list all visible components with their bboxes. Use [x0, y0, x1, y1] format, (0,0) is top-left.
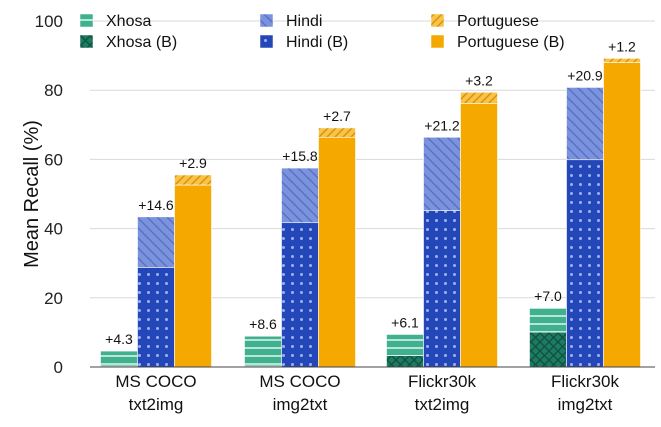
legend-label-hindi: Hindi — [286, 13, 322, 30]
legend-item-hindi-b: Hindi (B) — [259, 34, 348, 51]
bar-portuguese-base-flickr30k-txt2img — [460, 103, 498, 368]
bar-hindi-base-flickr30k-img2txt — [566, 159, 604, 368]
bar-xhosa-boost-ms-coco-img2txt — [244, 335, 282, 367]
bar-portuguese-boost-ms-coco-img2txt — [318, 127, 356, 138]
y-axis-title: Mean Recall (%) — [21, 120, 43, 268]
delta-label-xhosa-ms-coco-img2txt: +8.6 — [249, 316, 277, 332]
delta-label-hindi-flickr30k-txt2img: +21.2 — [424, 117, 460, 133]
legend-label-portuguese-b: Portuguese (B) — [457, 34, 565, 51]
bar-hindi-base-flickr30k-txt2img — [423, 210, 461, 368]
legend-swatch-portuguese — [430, 13, 445, 28]
legend-swatch-hindi — [259, 13, 274, 28]
bar-hindi-boost-ms-coco-img2txt — [281, 167, 319, 224]
delta-label-portuguese-ms-coco-img2txt: +2.7 — [323, 108, 351, 124]
bar-hindi-boost-ms-coco-txt2img — [137, 216, 175, 268]
y-tick-label-80: 80 — [44, 81, 63, 100]
delta-label-xhosa-ms-coco-txt2img: +4.3 — [105, 331, 133, 347]
y-tick-label-0: 0 — [54, 358, 63, 377]
x-tick-label-flickr30k-txt2img: Flickr30k txt2img — [408, 372, 477, 414]
bar-portuguese-base-ms-coco-img2txt — [318, 136, 356, 368]
legend-swatch-xhosa — [79, 13, 94, 28]
bar-xhosa-boost-ms-coco-txt2img — [100, 350, 138, 367]
y-tick-label-20: 20 — [44, 289, 63, 308]
delta-label-portuguese-ms-coco-txt2img: +2.9 — [179, 155, 207, 171]
legend-item-xhosa: Xhosa — [79, 13, 151, 30]
bar-xhosa-boost-flickr30k-txt2img — [386, 334, 424, 356]
x-tick-label-ms-coco-img2txt: MS COCO img2txt — [259, 372, 340, 414]
delta-label-xhosa-flickr30k-txt2img: +6.1 — [391, 314, 419, 330]
bar-hindi-boost-flickr30k-img2txt — [566, 87, 604, 161]
bar-portuguese-base-flickr30k-img2txt — [603, 62, 641, 368]
bar-portuguese-boost-ms-coco-txt2img — [174, 174, 212, 186]
bar-hindi-base-ms-coco-txt2img — [137, 267, 175, 368]
bar-hindi-base-ms-coco-img2txt — [281, 222, 319, 368]
delta-label-hindi-flickr30k-img2txt: +20.9 — [567, 67, 603, 83]
delta-label-hindi-ms-coco-img2txt: +15.8 — [282, 148, 318, 164]
legend-item-hindi: Hindi — [259, 13, 322, 30]
legend-label-xhosa-b: Xhosa (B) — [106, 34, 177, 51]
bar-xhosa-boost-flickr30k-img2txt — [529, 307, 567, 333]
delta-label-portuguese-flickr30k-img2txt: +1.2 — [608, 38, 636, 54]
bar-xhosa-base-flickr30k-img2txt — [529, 331, 567, 368]
bar-hindi-boost-flickr30k-txt2img — [423, 136, 461, 211]
x-tick-label-ms-coco-txt2img: MS COCO txt2img — [115, 372, 196, 414]
delta-label-portuguese-flickr30k-txt2img: +3.2 — [465, 72, 493, 88]
legend-label-portuguese: Portuguese — [457, 13, 539, 30]
delta-label-xhosa-flickr30k-img2txt: +7.0 — [534, 288, 562, 304]
y-tick-label-100: 100 — [35, 12, 63, 31]
bar-portuguese-boost-flickr30k-txt2img — [460, 91, 498, 104]
y-tick-label-60: 60 — [44, 150, 63, 169]
legend-label-hindi-b: Hindi (B) — [286, 34, 348, 51]
bar-portuguese-base-ms-coco-txt2img — [174, 184, 212, 368]
legend-swatch-portuguese-b — [430, 34, 445, 49]
bar-xhosa-base-flickr30k-txt2img — [386, 355, 424, 368]
legend-swatch-xhosa-b — [79, 34, 94, 49]
delta-label-hindi-ms-coco-txt2img: +14.6 — [138, 197, 174, 213]
bar-portuguese-boost-flickr30k-img2txt — [603, 58, 641, 63]
x-tick-label-flickr30k-img2txt: Flickr30k img2txt — [551, 372, 620, 414]
legend-label-xhosa: Xhosa — [106, 13, 151, 30]
legend-swatch-hindi-b — [259, 34, 274, 49]
legend-item-portuguese-b: Portuguese (B) — [430, 34, 565, 51]
legend-item-portuguese: Portuguese — [430, 13, 539, 30]
legend-item-xhosa-b: Xhosa (B) — [79, 34, 177, 51]
y-tick-label-40: 40 — [44, 220, 63, 239]
